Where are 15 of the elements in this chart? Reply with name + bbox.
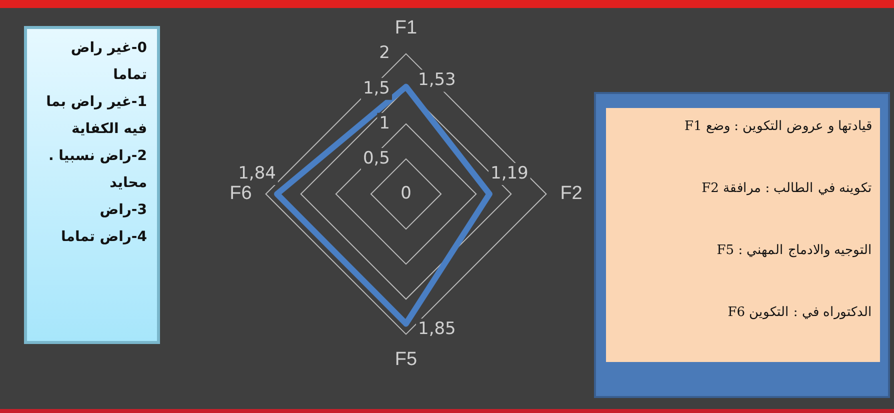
text: 0-غير راض تماما 1-غير راض بما فيه الكفاية 2-راض نسبيا . محايد 3-راض 4-راض تماما	[45, 39, 147, 247]
y-tick-label: 0	[400, 183, 412, 204]
data-label: 1,19	[490, 163, 528, 184]
spoke-label: F6	[230, 183, 252, 204]
spoke-label: F1	[394, 18, 418, 39]
data-label: 1,84	[238, 163, 276, 184]
y-tick-label: 1	[379, 113, 390, 134]
y-tick-label: 2	[379, 43, 390, 64]
data-label: 1,85	[418, 319, 456, 340]
data-label: 1,53	[418, 70, 456, 90]
y-tick-label: 1,5	[362, 78, 390, 98]
spoke-label: F5	[394, 348, 418, 370]
spoke-label: F2	[560, 183, 582, 204]
y-tick-label: 0,5	[362, 148, 390, 168]
text: قيادتها و عروض التكوين : وضع F1 تكوينه في الطالب : مرافقة F2 التوجيه والادماج المهني : F5 الدكتوراه في : التكوين F6	[684, 119, 872, 320]
